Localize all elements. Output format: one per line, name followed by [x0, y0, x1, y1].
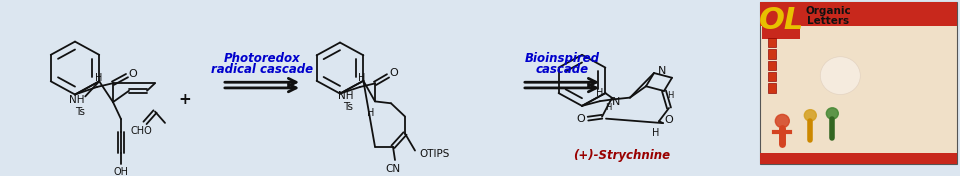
Bar [762, 3, 801, 39]
Text: H: H [605, 103, 612, 112]
Text: H: H [95, 73, 103, 83]
Text: (+)-Strychnine: (+)-Strychnine [573, 149, 671, 162]
Bar [760, 2, 957, 26]
Bar [760, 153, 957, 165]
Circle shape [827, 108, 838, 119]
Text: CHO: CHO [131, 126, 152, 136]
Text: +: + [179, 92, 191, 107]
Text: radical cascade: radical cascade [211, 64, 313, 76]
Text: OTIPS: OTIPS [420, 149, 450, 159]
Text: OH: OH [113, 167, 129, 176]
Text: Organic: Organic [805, 6, 852, 16]
Text: NH: NH [338, 91, 353, 101]
Bar [768, 38, 777, 47]
Bar [760, 2, 957, 165]
Circle shape [776, 114, 789, 128]
Text: H: H [652, 128, 660, 138]
Text: O: O [664, 115, 673, 125]
Text: NH: NH [69, 95, 85, 105]
Text: Bioinspired: Bioinspired [524, 52, 599, 65]
Bar [768, 83, 777, 93]
Text: H: H [667, 91, 673, 100]
Text: O: O [129, 69, 137, 79]
Text: cascade: cascade [536, 64, 588, 76]
Text: H: H [596, 88, 604, 98]
Text: OL: OL [758, 6, 804, 35]
Text: Photoredox: Photoredox [224, 52, 300, 65]
Text: O: O [577, 114, 586, 124]
Text: CN: CN [385, 164, 400, 174]
Circle shape [804, 110, 816, 121]
Bar [768, 61, 777, 70]
Text: Letters: Letters [807, 16, 850, 26]
Bar [768, 49, 777, 59]
Bar [768, 72, 777, 81]
Circle shape [820, 57, 860, 95]
Text: Ts: Ts [344, 102, 353, 112]
Text: N: N [658, 66, 666, 76]
Text: H: H [358, 73, 366, 83]
Text: O: O [390, 68, 398, 78]
Text: H: H [368, 108, 374, 118]
Text: N: N [612, 97, 620, 107]
Text: Ts: Ts [75, 106, 85, 117]
